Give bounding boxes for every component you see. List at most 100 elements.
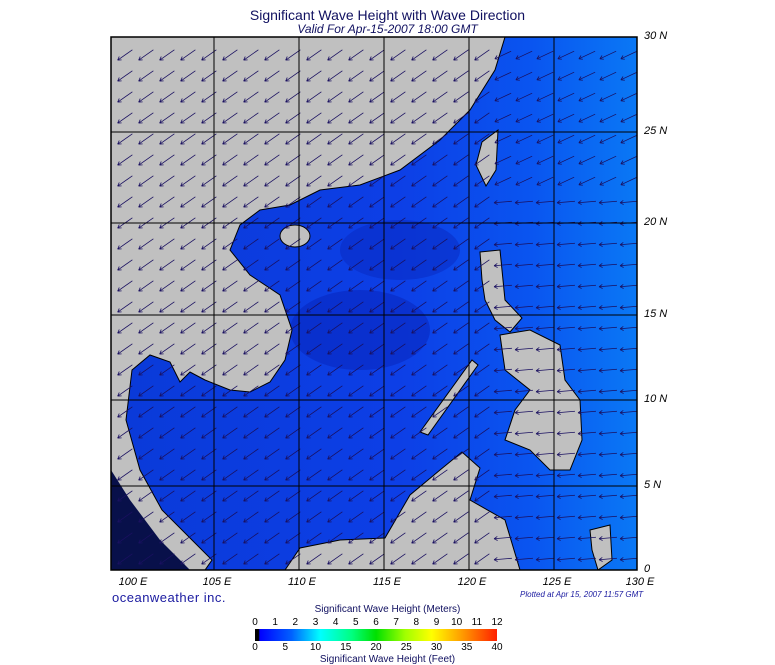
wave-arrow [453,427,469,439]
wave-arrow [327,406,343,418]
wave-arrow [493,410,513,415]
wave-arrow [117,301,133,313]
wave-arrow [117,154,133,166]
wave-arrow [494,50,512,60]
wave-arrow [180,490,196,502]
wave-arrow [180,49,196,61]
wave-arrow [493,200,513,205]
wave-arrow [493,431,513,436]
colorbar-tick-feet: 10 [309,642,322,653]
wave-arrow [369,175,385,187]
wave-arrow [535,431,555,436]
wave-arrow [327,133,343,145]
wave-arrow [369,91,385,103]
wave-arrow [243,154,259,166]
land-mainland-asia [111,37,506,570]
wave-arrow [598,368,618,373]
wave-arrow [599,92,617,102]
wave-arrow [138,553,154,565]
wave-arrow [453,469,469,481]
wave-arrow [514,368,534,373]
colorbar-tick-feet: 30 [430,642,443,653]
wave-arrow [578,155,596,165]
wave-arrow [535,494,555,499]
wave-arrow [243,301,259,313]
wave-arrow [222,322,238,334]
wave-arrow [222,448,238,460]
wave-arrow [474,511,490,523]
colorbar-tick-feet: 15 [340,642,352,653]
wave-arrow [180,406,196,418]
wave-arrow [159,553,175,565]
wave-arrow [264,280,280,292]
wave-arrow [556,557,576,562]
wave-arrow [180,532,196,544]
wave-arrow [285,154,301,166]
wave-arrow [222,280,238,292]
wave-arrow [264,511,280,523]
wave-arrow [369,448,385,460]
wave-arrow [599,71,617,81]
wave-arrow [159,427,175,439]
wave-arrow [474,406,490,418]
wave-arrow [264,91,280,103]
wave-arrow [474,259,490,271]
wave-arrow [453,259,469,271]
wave-arrow [222,259,238,271]
wave-arrow [369,532,385,544]
wave-arrow [577,389,597,394]
chart-subtitle: Valid For Apr-15-2007 18:00 GMT [297,22,478,36]
map-frame [110,36,638,571]
wave-arrow [306,343,322,355]
wave-arrow [453,532,469,544]
wave-arrow [243,343,259,355]
wave-arrow [285,196,301,208]
wave-arrow [117,343,133,355]
lat-label: 25 N [644,125,668,137]
wave-arrow [535,557,555,562]
wave-arrow [138,469,154,481]
wave-arrow [411,385,427,397]
wave-arrow [494,176,512,186]
wave-arrow [222,154,238,166]
wave-arrow [556,347,576,352]
wave-arrow [411,154,427,166]
wave-arrow [535,263,555,268]
wave-arrow [306,490,322,502]
colorbar-title-meters: Significant Wave Height (Meters) [314,604,461,615]
wave-arrow [493,452,513,457]
wave-arrow [411,70,427,82]
wave-arrow [180,511,196,523]
lat-label: 30 N [644,30,668,42]
wave-arrow [159,154,175,166]
wave-arrow [432,196,448,208]
wave-arrow [619,557,637,562]
wave-arrow [556,242,576,247]
wave-arrow [285,175,301,187]
wave-arrow [599,176,617,186]
wave-arrow [390,259,406,271]
wave-arrow [515,50,533,60]
wave-arrow [620,134,637,144]
wave-arrow [453,154,469,166]
wave-arrow [535,347,555,352]
wave-arrow [369,238,385,250]
wave-arrow [598,200,618,205]
wave-arrow [620,50,637,60]
wave-arrow [556,368,576,373]
wave-arrow [159,385,175,397]
wave-arrow [494,113,512,123]
wave-arrow [306,322,322,334]
wave-arrow [619,200,637,205]
wave-arrow [369,112,385,124]
wave-arrow [432,406,448,418]
wave-arrow [369,196,385,208]
wave-arrow [514,263,534,268]
wave-arrow [222,70,238,82]
wave-arrow [243,91,259,103]
wave-arrow [536,71,554,81]
wave-arrow [556,494,576,499]
wave-arrow [159,280,175,292]
wave-arrow [556,515,576,520]
